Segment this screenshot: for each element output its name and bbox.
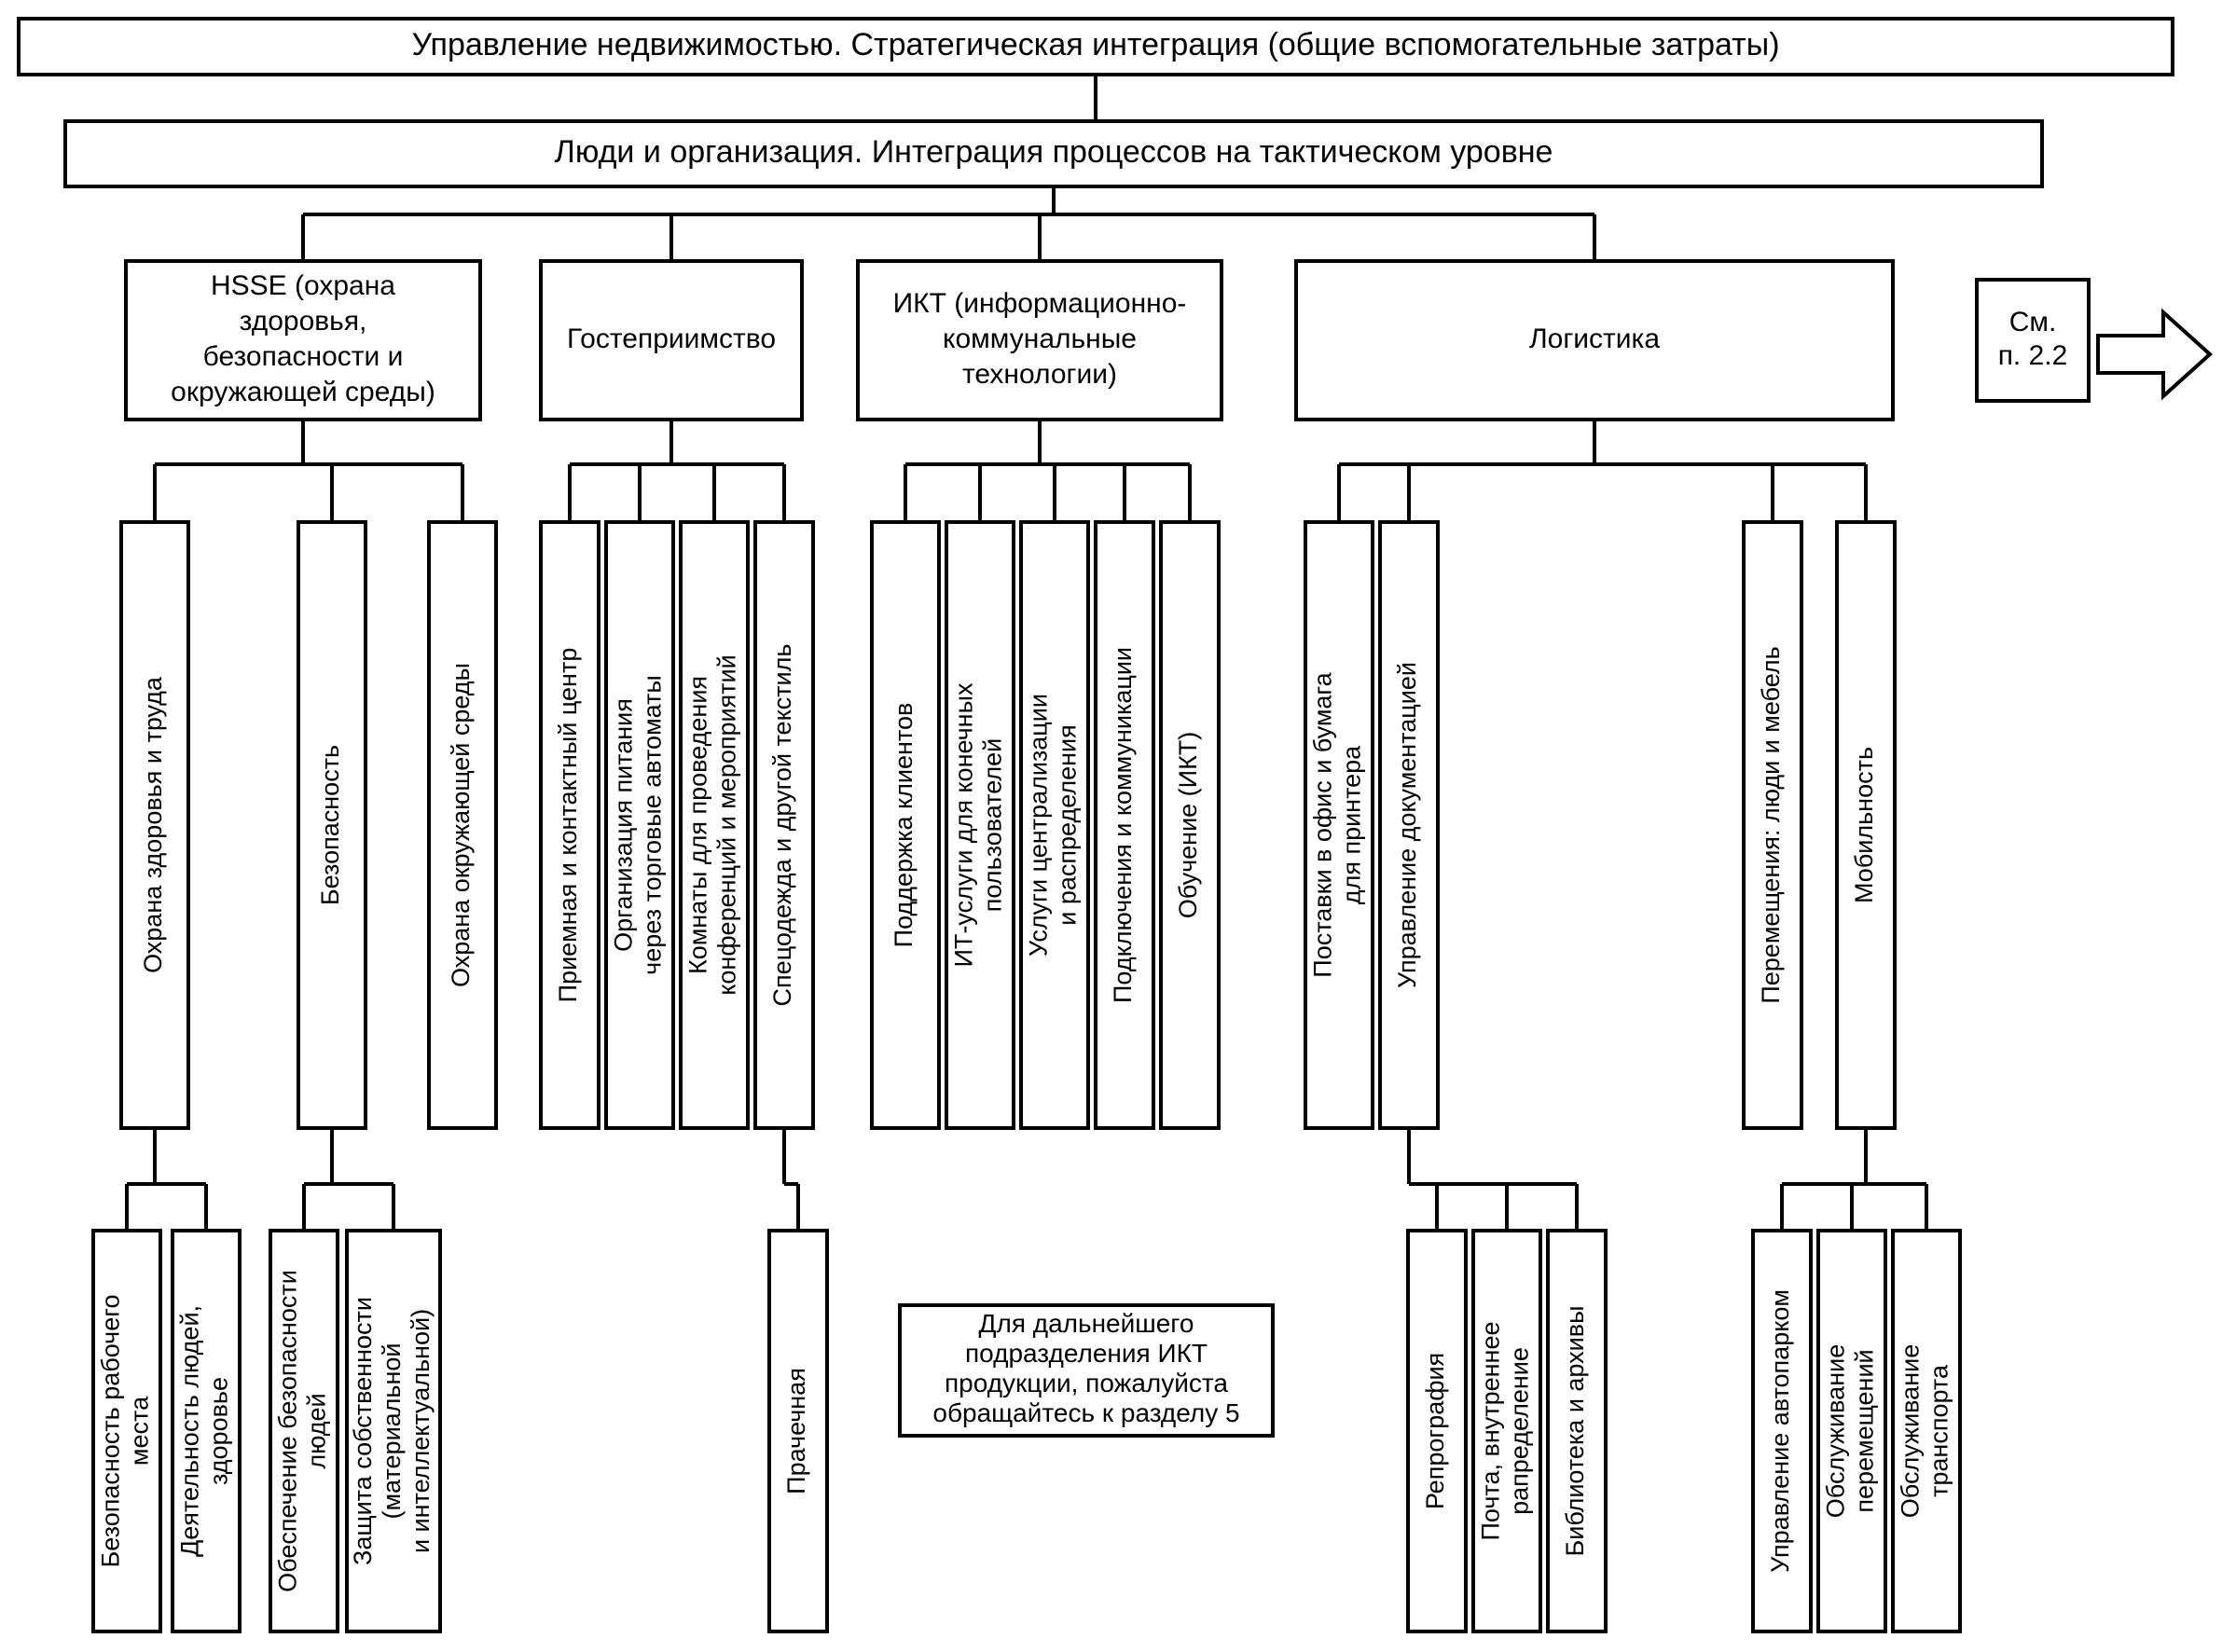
leaf-moves-label: Перемещения: люди и мебель xyxy=(1757,646,1785,1003)
svg-text:Прачечная: Прачечная xyxy=(782,1368,810,1494)
leaf-connect-label: Подключения и коммуникации xyxy=(1109,647,1137,1003)
svg-text:Спецодежда и другой текстиль: Спецодежда и другой текстиль xyxy=(768,644,796,1007)
cat-hospitality-label: Гостеприимство xyxy=(567,324,776,354)
sub-reprography-label: Репрография xyxy=(1421,1353,1449,1509)
leaf-catering-label: Организация питаниячерез торговые автома… xyxy=(610,675,667,975)
level1-label: Люди и организация. Интеграция процессов… xyxy=(555,134,1553,170)
svg-text:Перемещения: люди и мебель: Перемещения: люди и мебель xyxy=(1757,646,1785,1003)
svg-text:Библиотека и архивы: Библиотека и архивы xyxy=(1561,1306,1589,1557)
svg-text:Безопасность: Безопасность xyxy=(316,745,344,905)
ict-note-label: Для дальнейшегоподразделения ИКТпродукци… xyxy=(932,1309,1239,1427)
sub-fleet-label: Управление автопарком xyxy=(1766,1289,1794,1573)
sub-laundry-label: Прачечная xyxy=(782,1368,810,1494)
leaf-training-label: Обучение (ИКТ) xyxy=(1174,732,1202,919)
svg-text:Организация питаниячерез торго: Организация питаниячерез торговые автома… xyxy=(610,675,667,975)
svg-text:Обучение (ИКТ): Обучение (ИКТ) xyxy=(1174,732,1202,919)
svg-text:Мобильность: Мобильность xyxy=(1850,747,1878,903)
leaf-support-label: Поддержка клиентов xyxy=(890,703,918,948)
leaf-reception-label: Приемная и контактный центр xyxy=(554,648,582,1003)
see22-arrow-icon xyxy=(2098,312,2210,396)
svg-text:Почта, внутреннеерапределение: Почта, внутреннеерапределение xyxy=(1477,1322,1534,1541)
leaf-workwear-label: Спецодежда и другой текстиль xyxy=(768,644,796,1007)
root-label: Управление недвижимостью. Стратегическая… xyxy=(411,27,1779,62)
svg-text:Подключения и коммуникации: Подключения и коммуникации xyxy=(1109,647,1137,1003)
leaf-security-label: Безопасность xyxy=(316,745,344,905)
svg-text:Поддержка клиентов: Поддержка клиентов xyxy=(890,703,918,948)
leaf-confrooms-label: Комнаты для проведенияконференций и меро… xyxy=(684,654,741,995)
svg-text:Приемная и контактный центр: Приемная и контактный центр xyxy=(554,648,582,1003)
leaf-ohs-label: Охрана здоровья и труда xyxy=(139,676,167,973)
leaf-env-label: Охрана окружающей среды xyxy=(447,663,475,987)
leaf-mobility-label: Мобильность xyxy=(1850,747,1878,903)
svg-text:Управление автопарком: Управление автопарком xyxy=(1766,1289,1794,1573)
svg-text:Услуги централизациии распреде: Услуги централизациии распределения xyxy=(1025,694,1082,957)
sub-move-svc-label: Обслуживаниеперемещений xyxy=(1822,1344,1879,1518)
sub-library-label: Библиотека и архивы xyxy=(1561,1306,1589,1557)
leaf-docmgmt-label: Управление документацией xyxy=(1393,662,1421,988)
svg-text:Обслуживаниетранспорта: Обслуживаниетранспорта xyxy=(1897,1344,1953,1518)
svg-text:Комнаты для проведенияконферен: Комнаты для проведенияконференций и меро… xyxy=(684,654,741,995)
svg-text:Охрана окружающей среды: Охрана окружающей среды xyxy=(447,663,475,987)
sub-transport-svc-label: Обслуживаниетранспорта xyxy=(1897,1344,1953,1518)
svg-text:Обслуживаниеперемещений: Обслуживаниеперемещений xyxy=(1822,1344,1879,1518)
svg-text:Управление документацией: Управление документацией xyxy=(1393,662,1421,988)
leaf-central-it-label: Услуги централизациии распределения xyxy=(1025,694,1082,957)
svg-text:Охрана здоровья и труда: Охрана здоровья и труда xyxy=(139,676,167,973)
sub-mail-label: Почта, внутреннеерапределение xyxy=(1477,1322,1534,1541)
cat-logistics-label: Логистика xyxy=(1529,324,1660,354)
svg-text:Репрография: Репрография xyxy=(1421,1353,1449,1509)
